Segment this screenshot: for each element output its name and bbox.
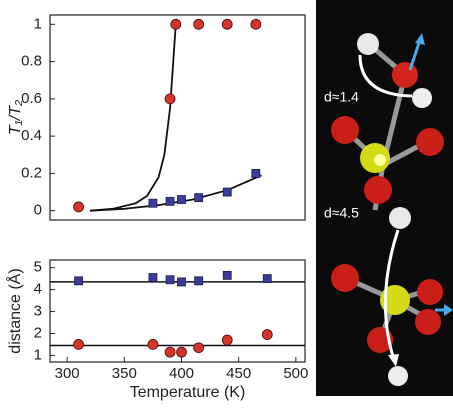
x-tick-label: 400 <box>169 365 194 382</box>
y-axis-label: distance (Å) <box>5 268 24 353</box>
data-point <box>148 198 158 208</box>
data-point <box>251 169 261 178</box>
data-point <box>170 18 182 30</box>
data-point <box>194 193 204 203</box>
data-point <box>165 275 175 285</box>
data-point <box>221 334 233 346</box>
y-tick-label: 0.4 <box>21 127 42 144</box>
x-tick-label: 450 <box>226 365 251 382</box>
data-point <box>262 274 272 284</box>
data-point <box>165 196 175 206</box>
plot-frame <box>49 14 306 221</box>
data-point <box>177 195 186 204</box>
y-tick-label: 1 <box>34 346 42 363</box>
x-axis-label: Temperature (K) <box>130 384 246 401</box>
x-tick-label: 500 <box>283 365 308 382</box>
data-point <box>176 346 187 358</box>
y-tick-label: 0.2 <box>21 164 42 181</box>
fit-curve <box>89 174 262 212</box>
y-tick-label: 3 <box>34 303 42 320</box>
data-point <box>177 277 186 287</box>
molecule-top <box>331 33 444 211</box>
data-point <box>148 273 158 282</box>
x-tick-label: 300 <box>55 365 80 382</box>
plot-frame <box>49 259 306 363</box>
data-point <box>222 270 232 280</box>
data-point <box>73 201 84 213</box>
y-tick-label: 0.8 <box>21 53 42 70</box>
y-tick-label: 2 <box>34 324 42 341</box>
data-point <box>221 18 233 30</box>
distance-label: d≈1.4 <box>324 89 359 105</box>
data-point <box>164 93 176 105</box>
y-tick-label: 1 <box>34 15 42 32</box>
data-point <box>250 18 262 30</box>
y-tick-label: 0 <box>34 202 42 219</box>
data-point <box>164 346 176 358</box>
x-tick-label: 350 <box>112 365 137 382</box>
data-point <box>193 18 205 30</box>
distance-label: d≈4.5 <box>324 205 359 221</box>
data-point <box>147 339 159 350</box>
fit-curve <box>89 24 177 212</box>
y-tick-label: 0.6 <box>21 90 42 107</box>
data-point <box>193 342 205 354</box>
y-tick-label: 4 <box>34 281 42 298</box>
data-point <box>73 339 84 350</box>
molecule-bottom <box>331 207 453 386</box>
data-point <box>222 187 232 197</box>
data-point <box>194 276 204 286</box>
y-tick-label: 5 <box>34 259 42 276</box>
y-axis-label: T₁/T₂ <box>7 100 24 135</box>
data-point <box>261 329 273 340</box>
data-point <box>74 276 83 286</box>
